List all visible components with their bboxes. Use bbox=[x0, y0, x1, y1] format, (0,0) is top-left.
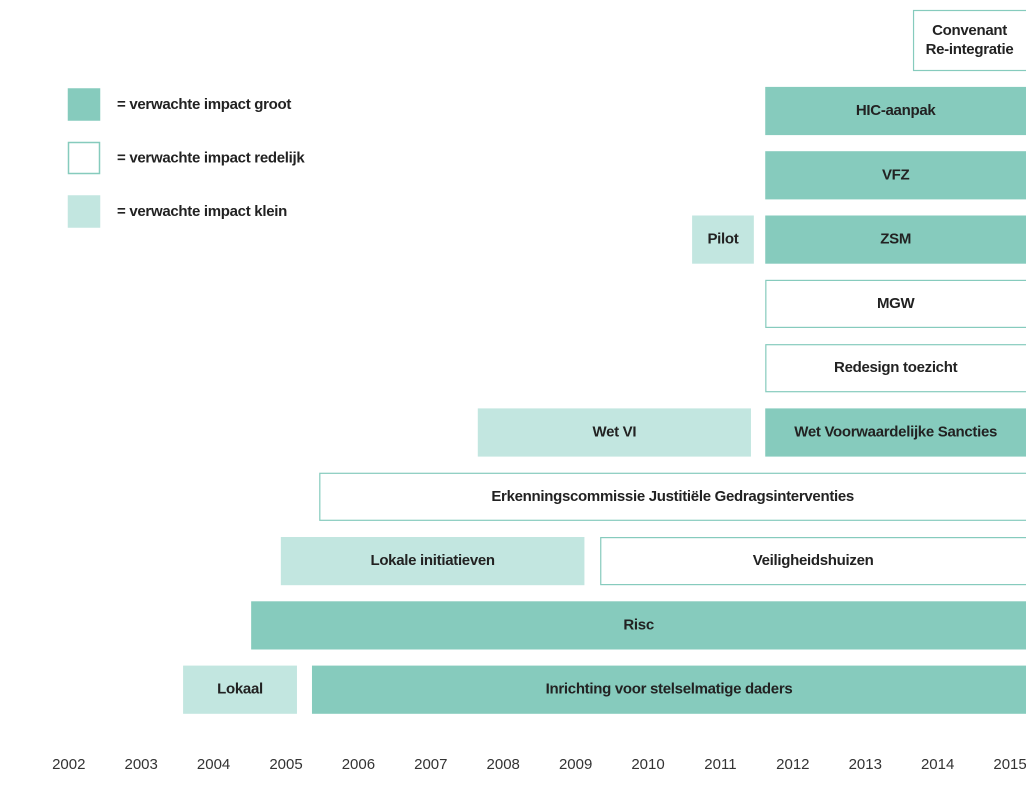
x-tick-label: 2005 bbox=[269, 756, 302, 773]
bar-label: Pilot bbox=[707, 231, 738, 248]
bar-label: Risc bbox=[623, 616, 654, 633]
x-tick-label: 2014 bbox=[921, 756, 954, 773]
timeline-bar bbox=[692, 215, 754, 264]
x-tick-label: 2009 bbox=[559, 756, 592, 773]
x-tick-label: 2004 bbox=[197, 756, 230, 773]
x-tick-label: 2015 bbox=[993, 756, 1026, 773]
x-tick-label: 2008 bbox=[487, 756, 520, 773]
bar-label: Redesign toezicht bbox=[834, 359, 958, 376]
timeline-bar bbox=[280, 536, 585, 586]
bar-label: Inrichting voor stelselmatige daders bbox=[546, 681, 793, 698]
legend-label: = verwachte impact groot bbox=[117, 96, 291, 113]
timeline-bar bbox=[765, 344, 1026, 393]
x-tick-label: 2013 bbox=[849, 756, 882, 773]
timeline-bar bbox=[251, 601, 1026, 650]
x-tick-label: 2012 bbox=[776, 756, 809, 773]
timeline-bar bbox=[183, 665, 297, 714]
timeline-bar bbox=[319, 472, 1026, 521]
x-tick-label: 2003 bbox=[125, 756, 158, 773]
bar-label: Lokale initiatieven bbox=[370, 552, 494, 569]
bars: Convenant Re-integratie HIC-aanpak VFZ Pilot… bbox=[183, 9, 1026, 714]
x-tick-label: 2006 bbox=[342, 756, 375, 773]
bar-label: Re-integratie bbox=[926, 41, 1014, 58]
timeline-bar bbox=[765, 215, 1026, 264]
x-tick-label: 2002 bbox=[52, 756, 85, 773]
timeline-bar bbox=[912, 9, 1026, 72]
legend-swatch bbox=[67, 141, 101, 175]
bar-label: ZSM bbox=[880, 231, 911, 248]
bar-label: Convenant bbox=[932, 22, 1007, 39]
bar-label: Wet Voorwaardelijke Sancties bbox=[794, 423, 997, 440]
timeline-bar bbox=[765, 86, 1026, 136]
timeline-bar bbox=[600, 536, 1026, 586]
timeline-bar bbox=[311, 665, 1026, 714]
bar-label: Erkenningscommissie Justitiële Gedragsin… bbox=[491, 488, 854, 505]
legend-swatch bbox=[67, 195, 101, 228]
x-tick-label: 2007 bbox=[414, 756, 447, 773]
bar-label: Wet VI bbox=[592, 423, 636, 440]
x-tick-label: 2011 bbox=[704, 756, 736, 773]
bar-label: VFZ bbox=[882, 166, 910, 183]
legend-label: = verwachte impact klein bbox=[117, 203, 287, 220]
timeline-bar bbox=[477, 408, 751, 457]
bar-label: Lokaal bbox=[217, 681, 263, 698]
bar-label: MGW bbox=[877, 295, 916, 312]
legend-label: = verwachte impact redelijk bbox=[117, 149, 305, 166]
timeline-bar bbox=[765, 279, 1026, 328]
x-tick-label: 2010 bbox=[631, 756, 664, 773]
bar-label: Veiligheidshuizen bbox=[753, 552, 874, 569]
timeline-bar bbox=[765, 408, 1026, 457]
legend-swatch bbox=[67, 88, 101, 121]
bar-label: HIC-aanpak bbox=[856, 102, 936, 119]
timeline-bar bbox=[765, 151, 1026, 200]
